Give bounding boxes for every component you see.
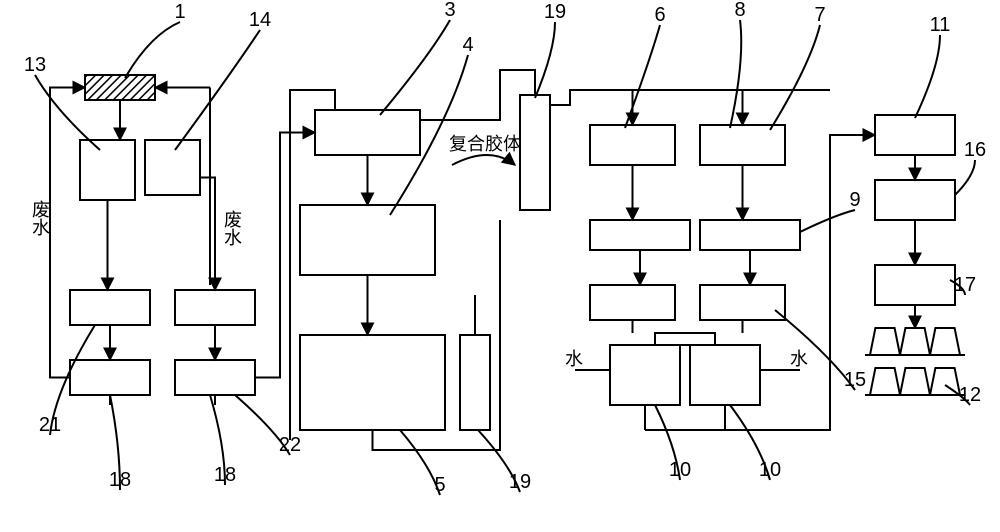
- label-n6: 6: [654, 4, 665, 26]
- label-n18a: 18: [109, 469, 131, 491]
- label-n18b: 18: [214, 464, 236, 486]
- box-b9l: [590, 220, 690, 250]
- label-n11: 11: [930, 14, 951, 36]
- pile: [900, 368, 930, 395]
- arc-composite: [452, 155, 515, 165]
- label-n13: 13: [24, 54, 46, 76]
- box-b6: [590, 125, 675, 165]
- leader-n11: [915, 35, 940, 118]
- box-b15r: [700, 285, 785, 320]
- label-n17: 17: [954, 274, 976, 296]
- label-n15: 15: [844, 369, 866, 391]
- box-b18r: [175, 360, 255, 395]
- box-b10l: [610, 345, 680, 405]
- connector: [200, 178, 215, 291]
- leader-n16: [955, 160, 975, 195]
- label-n16: 16: [964, 139, 986, 161]
- box-b11: [875, 115, 955, 155]
- box-b10r: [690, 345, 760, 405]
- box-b14: [145, 140, 200, 195]
- box-b1_hatch: [85, 75, 155, 100]
- label-n3: 3: [444, 0, 455, 21]
- label-water-left: 水: [565, 349, 583, 369]
- box-b22l: [175, 290, 255, 325]
- box-b17: [875, 265, 955, 305]
- label-n22: 22: [279, 434, 301, 456]
- leader-n1: [125, 22, 180, 78]
- leader-n3: [380, 20, 450, 115]
- label-n10: 10: [669, 459, 691, 481]
- label-n8: 8: [734, 0, 745, 21]
- label-n7: 7: [814, 4, 825, 26]
- label-n1: 1: [174, 1, 185, 23]
- box-b19r: [460, 335, 490, 430]
- pile: [900, 328, 930, 355]
- connector: [550, 90, 743, 105]
- box-b19top: [520, 95, 550, 210]
- leader-n14: [175, 30, 260, 150]
- connector: [420, 70, 535, 120]
- leader-n7: [770, 25, 820, 130]
- label-n21: 21: [39, 414, 61, 436]
- leader-n8: [730, 20, 741, 128]
- label-n4: 4: [462, 34, 473, 56]
- pile: [870, 328, 900, 355]
- box-b5: [300, 335, 445, 430]
- box-b8: [700, 125, 785, 165]
- label-n19a: 19: [544, 1, 566, 23]
- label-wastewater-right: 废水: [222, 210, 242, 246]
- box-b15l: [590, 285, 675, 320]
- label-composite: 复合胶体: [449, 134, 521, 154]
- label-wastewater-left: 废水: [30, 200, 50, 236]
- leader-n6: [625, 25, 660, 128]
- box-b21: [70, 290, 150, 325]
- box-b3: [315, 110, 420, 155]
- label-n10: 10: [759, 459, 781, 481]
- box-b13: [80, 140, 135, 200]
- box-b9r: [700, 220, 800, 250]
- pile: [930, 328, 960, 355]
- leader-n9: [800, 210, 855, 232]
- label-n19b: 19: [509, 471, 531, 493]
- leader-n19a: [535, 22, 555, 98]
- box-b18l: [70, 360, 150, 395]
- label-n5: 5: [434, 474, 445, 496]
- box-b4: [300, 205, 435, 275]
- label-n12: 12: [959, 384, 981, 406]
- label-water-right: 水: [790, 349, 808, 369]
- label-n14: 14: [249, 9, 271, 31]
- pile: [870, 368, 900, 395]
- label-n9: 9: [849, 189, 860, 211]
- box-b16: [875, 180, 955, 220]
- box-b10join: [655, 333, 715, 345]
